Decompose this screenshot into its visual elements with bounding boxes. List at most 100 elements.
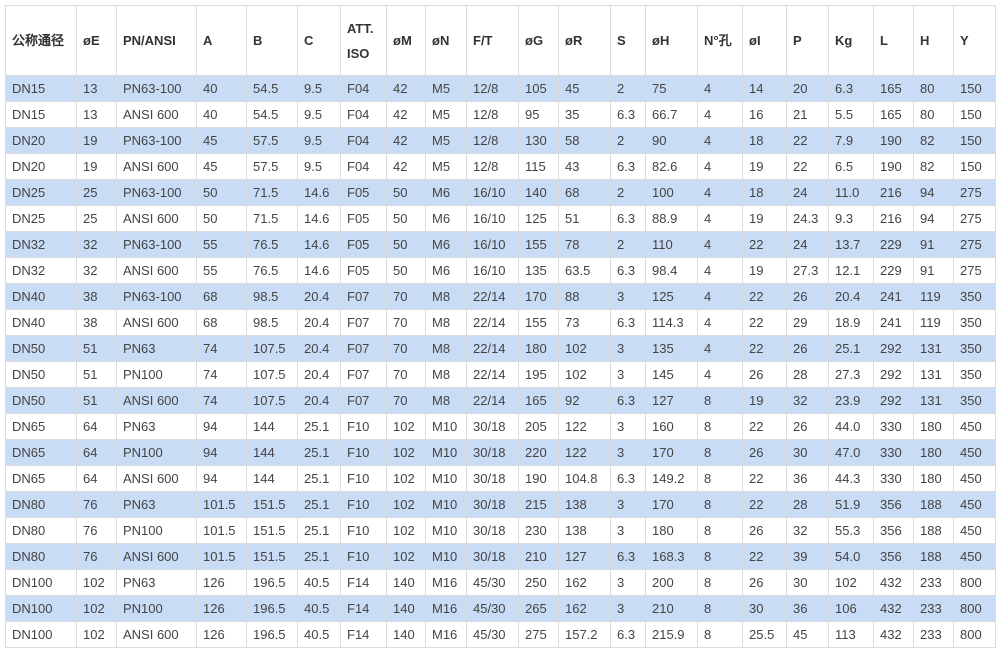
table-cell: 27.3 <box>828 361 874 388</box>
table-cell: 38 <box>76 283 117 310</box>
table-cell: 800 <box>953 595 996 622</box>
table-cell: 3 <box>610 491 646 518</box>
table-cell: 350 <box>953 387 996 414</box>
table-cell: 6.3 <box>610 205 646 232</box>
table-cell: 73 <box>558 309 611 336</box>
table-cell: 50 <box>386 179 426 206</box>
table-cell: 265 <box>518 595 559 622</box>
table-cell: 130 <box>518 127 559 154</box>
table-cell: 102 <box>386 491 426 518</box>
table-cell: 135 <box>518 257 559 284</box>
table-cell: 25.1 <box>828 335 874 362</box>
table-cell: 102 <box>828 569 874 596</box>
table-cell: 51.9 <box>828 491 874 518</box>
table-cell: DN100 <box>5 595 77 622</box>
table-cell: M8 <box>425 361 467 388</box>
table-cell: M5 <box>425 153 467 180</box>
table-cell: 29 <box>786 309 829 336</box>
table-cell: F07 <box>340 361 387 388</box>
table-cell: 3 <box>610 413 646 440</box>
column-header: ATT. ISO <box>340 5 387 76</box>
table-cell: 8 <box>697 517 743 544</box>
table-cell: F07 <box>340 283 387 310</box>
column-header: øE <box>76 5 117 76</box>
table-cell: F10 <box>340 491 387 518</box>
table-cell: 40 <box>196 75 247 102</box>
table-cell: 3 <box>610 439 646 466</box>
table-cell: 151.5 <box>246 491 298 518</box>
column-header: øM <box>386 5 426 76</box>
table-cell: 16/10 <box>466 205 519 232</box>
table-cell: 9.5 <box>297 153 341 180</box>
table-cell: 24 <box>786 179 829 206</box>
table-cell: 42 <box>386 127 426 154</box>
table-cell: 35 <box>558 101 611 128</box>
table-cell: 162 <box>558 569 611 596</box>
table-cell: 241 <box>873 283 914 310</box>
column-header: 公称通径 <box>5 5 77 76</box>
table-cell: 6.3 <box>610 621 646 648</box>
table-cell: 2 <box>610 75 646 102</box>
table-cell: 27.3 <box>786 257 829 284</box>
table-cell: 92 <box>558 387 611 414</box>
table-cell: 155 <box>518 231 559 258</box>
table-cell: F14 <box>340 569 387 596</box>
table-row: DN80 76 PN63 101.5 151.5 25.1 F10 102 M10 30/18 21… <box>5 491 996 518</box>
table-cell: 119 <box>913 283 954 310</box>
table-cell: ANSI 600 <box>116 101 197 128</box>
table-cell: 8 <box>697 621 743 648</box>
table-cell: 250 <box>518 569 559 596</box>
table-cell: ANSI 600 <box>116 309 197 336</box>
table-cell: 144 <box>246 413 298 440</box>
table-cell: 3 <box>610 569 646 596</box>
table-cell: 13.7 <box>828 231 874 258</box>
table-cell: 24 <box>786 231 829 258</box>
table-cell: 45/30 <box>466 621 519 648</box>
table-cell: F10 <box>340 413 387 440</box>
table-cell: 19 <box>742 153 787 180</box>
table-cell: 30/18 <box>466 543 519 570</box>
table-cell: 40 <box>196 101 247 128</box>
table-cell: DN25 <box>5 205 77 232</box>
table-cell: 3 <box>610 335 646 362</box>
table-cell: 12/8 <box>466 75 519 102</box>
table-cell: 50 <box>386 231 426 258</box>
table-cell: 125 <box>645 283 698 310</box>
table-cell: 450 <box>953 465 996 492</box>
table-cell: 50 <box>386 257 426 284</box>
table-cell: M5 <box>425 101 467 128</box>
table-cell: F10 <box>340 465 387 492</box>
table-cell: 3 <box>610 595 646 622</box>
table-cell: 275 <box>953 231 996 258</box>
table-cell: 58 <box>558 127 611 154</box>
table-cell: DN32 <box>5 257 77 284</box>
table-cell: PN63 <box>116 335 197 362</box>
table-cell: 21 <box>786 101 829 128</box>
table-cell: 22 <box>742 543 787 570</box>
table-cell: 19 <box>742 205 787 232</box>
column-header: øH <box>645 5 698 76</box>
table-cell: 50 <box>386 205 426 232</box>
table-cell: M8 <box>425 283 467 310</box>
table-row: DN32 32 PN63-100 55 76.5 14.6 F05 50 M6 16/10 155 7… <box>5 231 996 258</box>
table-cell: 76 <box>76 491 117 518</box>
table-cell: PN63-100 <box>116 75 197 102</box>
table-cell: 23.9 <box>828 387 874 414</box>
table-cell: 64 <box>76 439 117 466</box>
table-cell: 150 <box>953 75 996 102</box>
table-cell: 450 <box>953 543 996 570</box>
table-cell: 71.5 <box>246 179 298 206</box>
table-cell: 220 <box>518 439 559 466</box>
table-cell: F05 <box>340 205 387 232</box>
table-cell: 4 <box>697 257 743 284</box>
table-cell: 76.5 <box>246 231 298 258</box>
table-cell: 16/10 <box>466 231 519 258</box>
table-row: DN100 102 PN100 126 196.5 40.5 F14 140 M16 45/30 2… <box>5 595 996 622</box>
table-cell: 22/14 <box>466 387 519 414</box>
table-cell: 450 <box>953 517 996 544</box>
table-cell: 106 <box>828 595 874 622</box>
table-row: DN15 13 PN63-100 40 54.5 9.5 F04 42 M5 12/8 105 45 2… <box>5 75 996 102</box>
table-cell: 100 <box>645 179 698 206</box>
table-cell: 20.4 <box>297 335 341 362</box>
